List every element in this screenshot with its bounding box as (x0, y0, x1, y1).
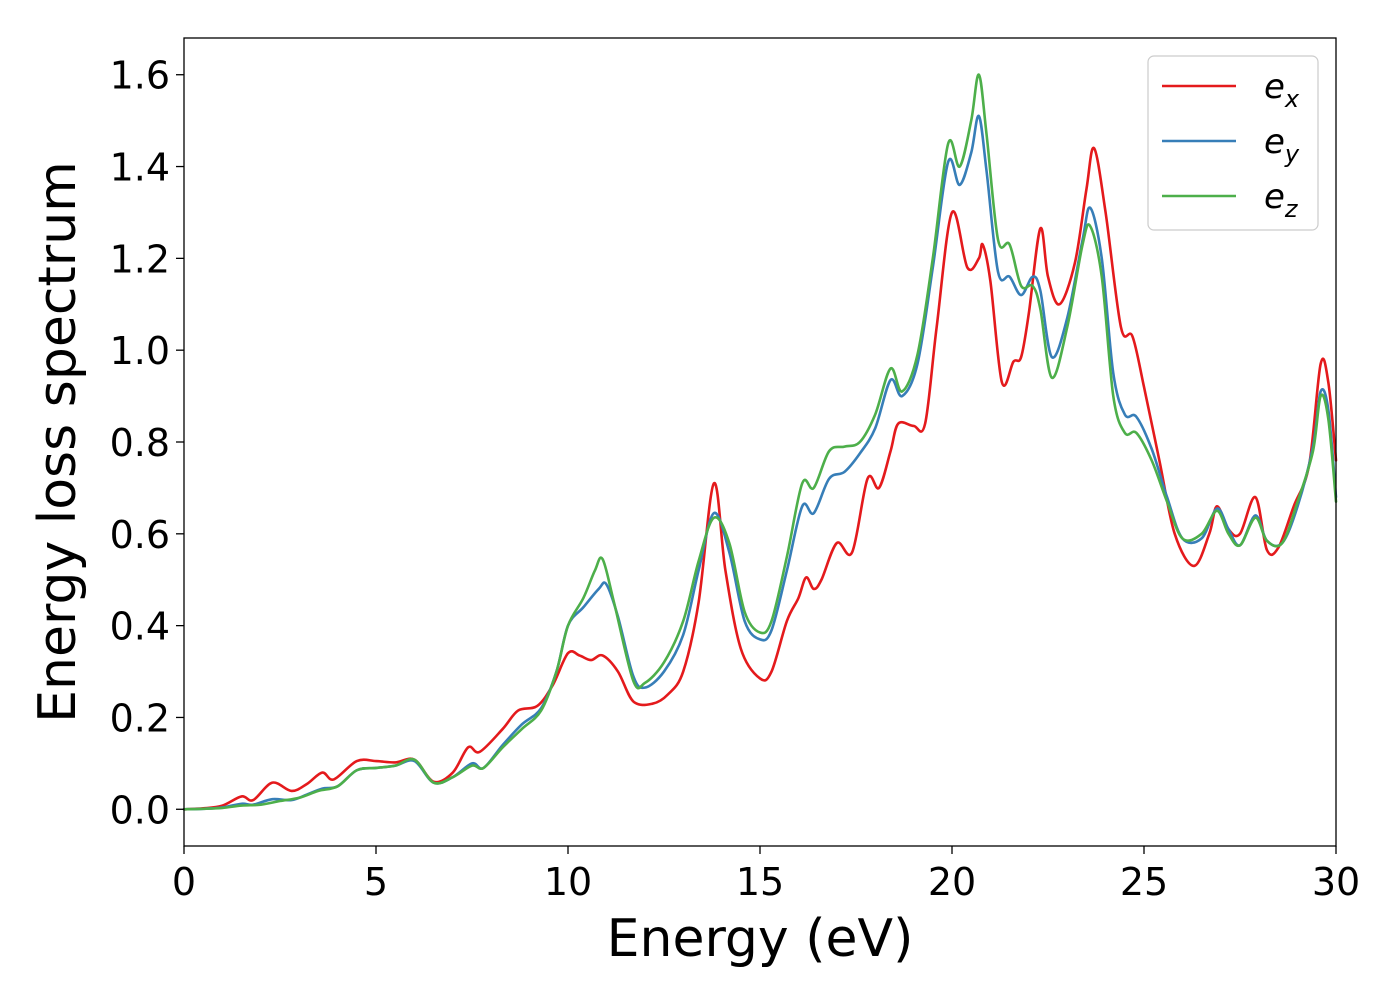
x-tick-label: 20 (928, 860, 976, 904)
legend-box (1147, 55, 1319, 231)
x-tick-label: 15 (736, 860, 784, 904)
y-tick-label: 1.2 (110, 237, 170, 281)
legend-label-subscript: x (1284, 85, 1300, 113)
x-tick-label: 10 (544, 860, 592, 904)
legend-label-ex: ex (1264, 67, 1300, 113)
y-tick-label: 1.4 (110, 146, 170, 190)
legend-label-base: e (1264, 67, 1285, 107)
legend-label-base: e (1264, 122, 1285, 162)
x-tick-label: 30 (1312, 860, 1360, 904)
series-line-ex (182, 146, 1338, 811)
y-tick-label: 0.4 (110, 605, 170, 649)
series-layer (182, 73, 1338, 811)
y-tick-label: 0.6 (110, 513, 170, 557)
x-axis: 0 5 10 15 20 25 30 (172, 846, 1360, 904)
legend-label-subscript: y (1284, 140, 1300, 168)
y-axis-title: Energy loss spectrum (28, 161, 88, 723)
y-axis: 0.0 0.2 0.4 0.6 0.8 1.0 1.2 1.4 1.6 (110, 54, 184, 832)
y-tick-label: 0.0 (110, 788, 170, 832)
y-tick-label: 0.8 (110, 421, 170, 465)
legend-label-base: e (1264, 177, 1285, 217)
x-tick-label: 0 (172, 860, 196, 904)
legend-label-ey: ey (1264, 122, 1300, 168)
y-tick-label: 0.2 (110, 696, 170, 740)
x-tick-label: 25 (1120, 860, 1168, 904)
series-line-ez (182, 73, 1338, 811)
x-axis-title: Energy (eV) (607, 909, 914, 969)
legend-label-subscript: z (1284, 195, 1299, 223)
y-tick-label: 1.6 (110, 54, 170, 98)
y-tick-label: 1.0 (110, 329, 170, 373)
legend-label-ez: ez (1264, 177, 1299, 223)
x-tick-label: 5 (364, 860, 388, 904)
